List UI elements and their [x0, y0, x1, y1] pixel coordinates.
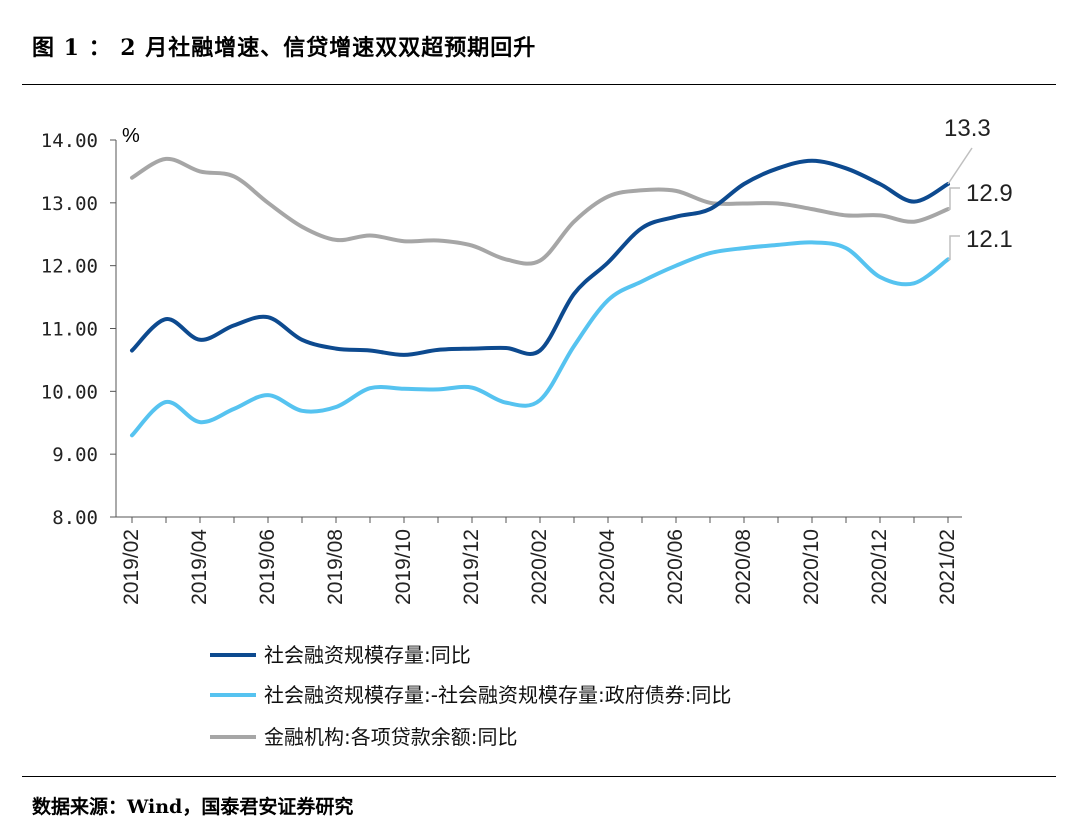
x-tick-label: 2020/12 — [868, 529, 891, 605]
x-tick-label: 2019/02 — [120, 529, 143, 605]
x-tick-label: 2020/02 — [528, 529, 551, 605]
figure-title: 图 1 ： 2 月社融增速、信贷增速双双超预期回升 — [32, 35, 537, 61]
chart-legend: 社会融资规模存量:同比社会融资规模存量:-社会融资规模存量:政府债券:同比金融机… — [210, 643, 731, 749]
y-tick-label: 14.00 — [41, 130, 98, 152]
x-tick-label: 2019/04 — [188, 529, 211, 605]
line-chart: % 8.00 9.00 10.00 11.00 12.00 13.00 14.00 2019… — [41, 115, 1013, 749]
x-tick-label: 2020/04 — [596, 529, 619, 605]
x-axis-ticks: 2019/02 2019/04 2019/06 2019/08 2019/10 2019/… — [120, 517, 959, 605]
y-tick-label: 9.00 — [52, 444, 98, 466]
legend-label-1: 社会融资规模存量:同比 — [264, 643, 471, 667]
x-tick-label: 2019/10 — [392, 529, 415, 605]
end-label-leader — [947, 147, 973, 185]
end-label-leader — [948, 235, 960, 261]
end-label-leader — [948, 187, 960, 210]
top-rule — [22, 84, 1056, 85]
end-label-1: 13.3 — [944, 115, 991, 142]
y-tick-label: 10.00 — [41, 381, 98, 403]
end-labels: 13.3 12.9 12.1 — [944, 115, 1013, 261]
y-tick-label: 8.00 — [52, 507, 98, 529]
bottom-rule — [22, 776, 1056, 777]
y-tick-label: 11.00 — [41, 319, 98, 341]
legend-label-2: 社会融资规模存量:-社会融资规模存量:政府债券:同比 — [264, 683, 731, 707]
series-line-1 — [130, 158, 950, 357]
series-lines — [130, 156, 950, 438]
y-tick-label: 12.00 — [41, 256, 98, 278]
x-tick-label: 2019/12 — [460, 529, 483, 605]
y-tick-label: 13.00 — [41, 193, 98, 215]
x-tick-label: 2021/02 — [936, 529, 959, 605]
source-note: 数据来源：Wind，国泰君安证券研究 — [32, 796, 354, 818]
series-line-3 — [130, 156, 950, 266]
x-tick-label: 2019/08 — [324, 529, 347, 605]
legend-label-3: 金融机构:各项贷款余额:同比 — [264, 725, 517, 749]
end-label-2: 12.1 — [966, 226, 1013, 253]
y-axis-ticks: 8.00 9.00 10.00 11.00 12.00 13.00 14.00 — [41, 130, 116, 529]
x-tick-label: 2020/10 — [800, 529, 823, 605]
x-tick-label: 2020/08 — [732, 529, 755, 605]
y-axis-unit: % — [122, 125, 140, 147]
series-line-2 — [130, 240, 950, 438]
end-label-3: 12.9 — [966, 180, 1013, 207]
x-tick-label: 2020/06 — [664, 529, 687, 605]
x-tick-label: 2019/06 — [256, 529, 279, 605]
